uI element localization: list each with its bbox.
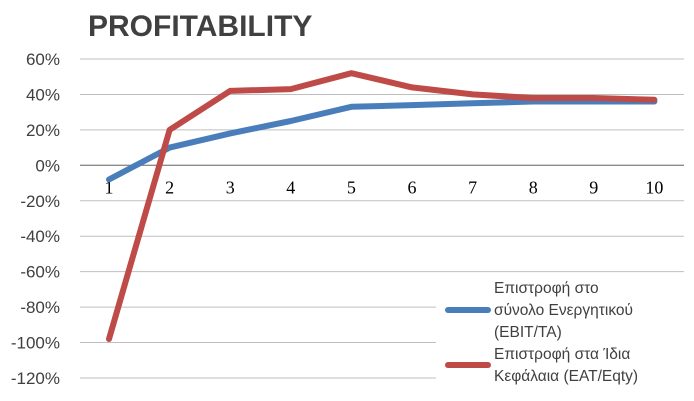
- x-tick-label: 6: [408, 177, 417, 197]
- y-tick-label: 20%: [26, 121, 60, 140]
- x-tick-label: 9: [589, 177, 598, 197]
- x-tick-label: 7: [468, 177, 477, 197]
- y-tick-label: -80%: [20, 298, 60, 317]
- legend-background: [436, 276, 686, 388]
- x-tick-label: 4: [286, 177, 295, 197]
- legend-label: Κεφάλαια (EAT/Eqty): [494, 368, 638, 385]
- y-tick-label: -20%: [20, 192, 60, 211]
- y-tick-label: -120%: [11, 369, 60, 388]
- y-tick-label: 40%: [26, 85, 60, 104]
- y-tick-label: 0%: [35, 156, 60, 175]
- x-tick-label: 8: [529, 177, 538, 197]
- legend-label: σύνολο Ενεργητικού: [494, 302, 633, 319]
- x-tick-label: 1: [105, 177, 114, 197]
- y-tick-label: -40%: [20, 227, 60, 246]
- x-tick-label: 3: [226, 177, 235, 197]
- legend-label: Επιστροφή στα Ίδια: [494, 346, 630, 363]
- legend: Επιστροφή στο σύνολο Ενεργητικού (EBIT/TA)…: [436, 276, 686, 388]
- x-tick-label: 5: [347, 177, 356, 197]
- chart-title: PROFITABILITY: [88, 10, 312, 43]
- x-tick-label: 2: [165, 177, 174, 197]
- series-lines: [106, 70, 658, 342]
- y-axis-ticks: 60% 40% 20% 0% -20% -40% -60% -80% -100% -120%: [11, 50, 60, 388]
- series-line-1: [106, 98, 658, 183]
- x-axis-ticks: 1 2 3 4 5 6 7 8 9 10: [105, 177, 664, 197]
- legend-label: Επιστροφή στο: [494, 280, 599, 297]
- legend-label: (EBIT/TA): [494, 324, 562, 341]
- y-tick-label: -100%: [11, 334, 60, 353]
- y-tick-label: -60%: [20, 263, 60, 282]
- series-line-2: [106, 70, 658, 342]
- y-tick-label: 60%: [26, 50, 60, 69]
- x-tick-label: 10: [645, 177, 663, 197]
